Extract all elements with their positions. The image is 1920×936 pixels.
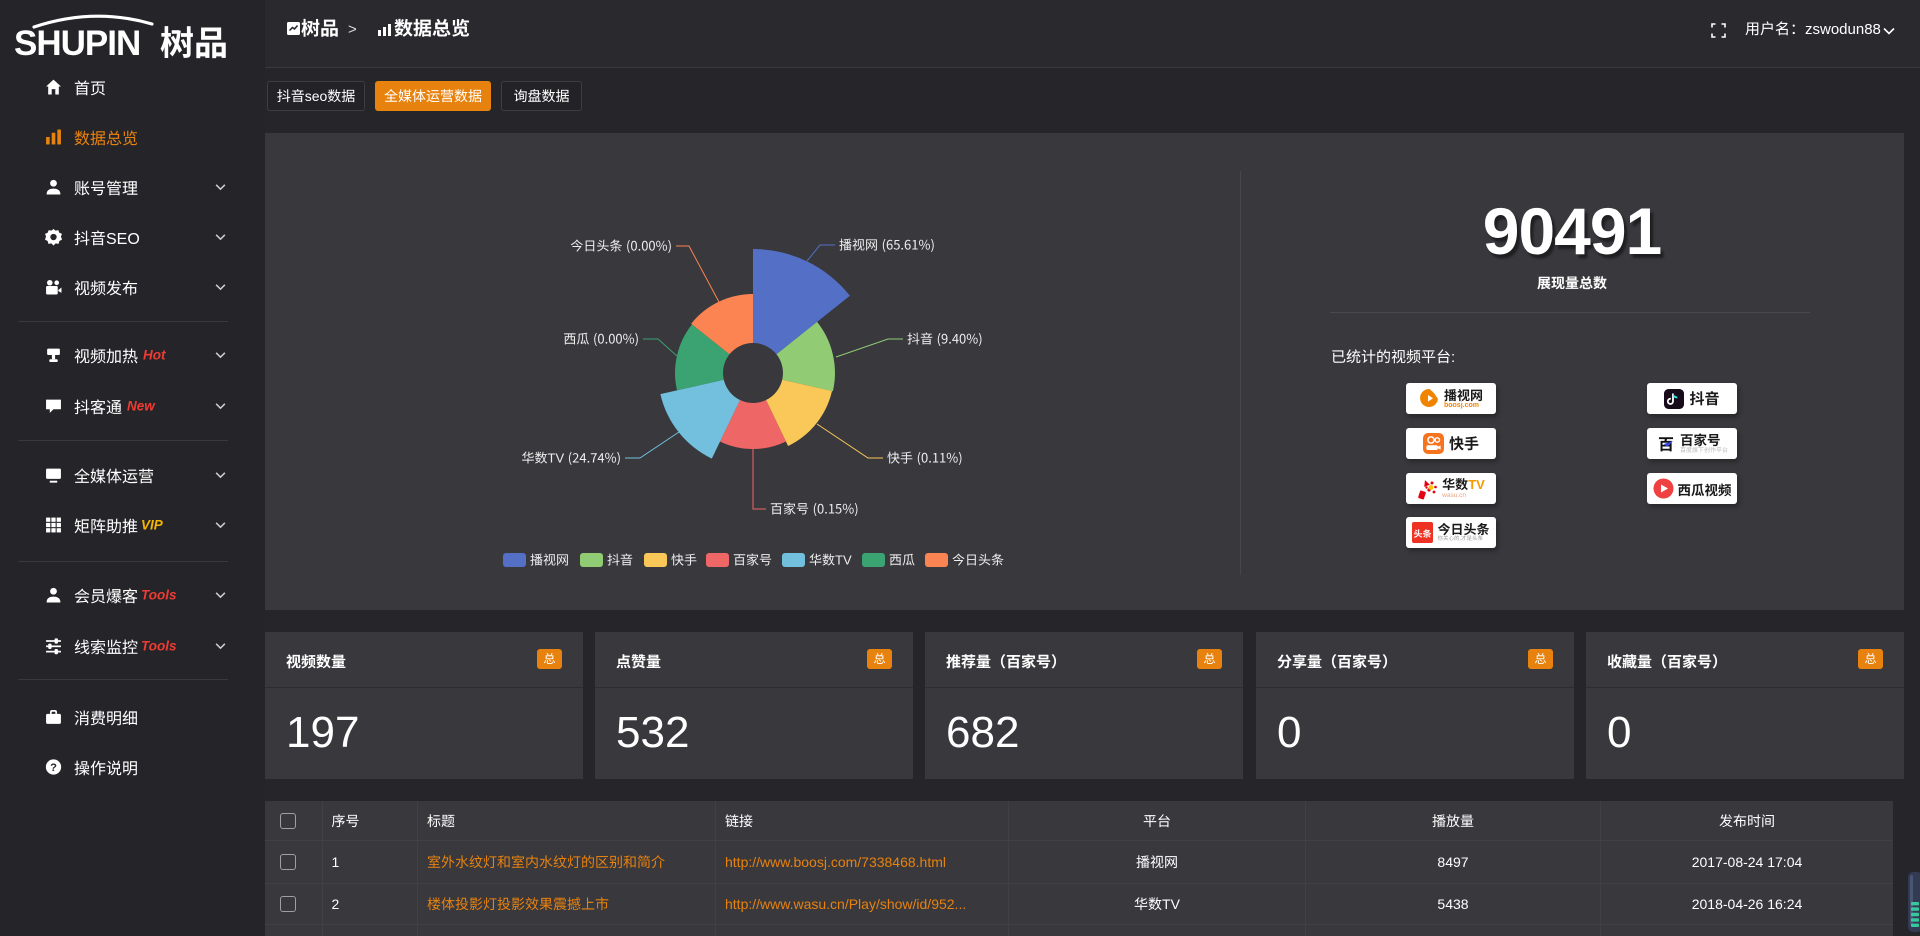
svg-text:华数TV: 华数TV — [809, 550, 852, 569]
svg-text:SHUPIN: SHUPIN — [14, 24, 140, 61]
svg-text:百家号: 百家号 — [733, 550, 772, 569]
svg-text:播视网 (65.61%): 播视网 (65.61%) — [839, 235, 935, 254]
svg-text:?: ? — [50, 762, 57, 774]
svg-text:百家号 (0.15%): 百家号 (0.15%) — [770, 499, 859, 518]
svg-text:西瓜: 西瓜 — [889, 550, 915, 569]
svg-text:快手 (0.11%): 快手 (0.11%) — [887, 448, 963, 467]
svg-text:抖音 (9.40%): 抖音 (9.40%) — [907, 329, 983, 348]
svg-text:今日头条 (0.00%): 今日头条 (0.00%) — [570, 236, 672, 255]
svg-text:今日头条: 今日头条 — [952, 550, 1004, 569]
svg-text:抖音: 抖音 — [607, 550, 633, 569]
svg-text:头条: 头条 — [1414, 527, 1432, 540]
svg-text:播视网: 播视网 — [530, 550, 569, 569]
svg-text:树品: 树品 — [160, 16, 228, 61]
svg-text:西瓜 (0.00%): 西瓜 (0.00%) — [563, 329, 639, 348]
svg-text:华数TV (24.74%): 华数TV (24.74%) — [522, 448, 621, 467]
svg-text:快手: 快手 — [671, 550, 697, 569]
